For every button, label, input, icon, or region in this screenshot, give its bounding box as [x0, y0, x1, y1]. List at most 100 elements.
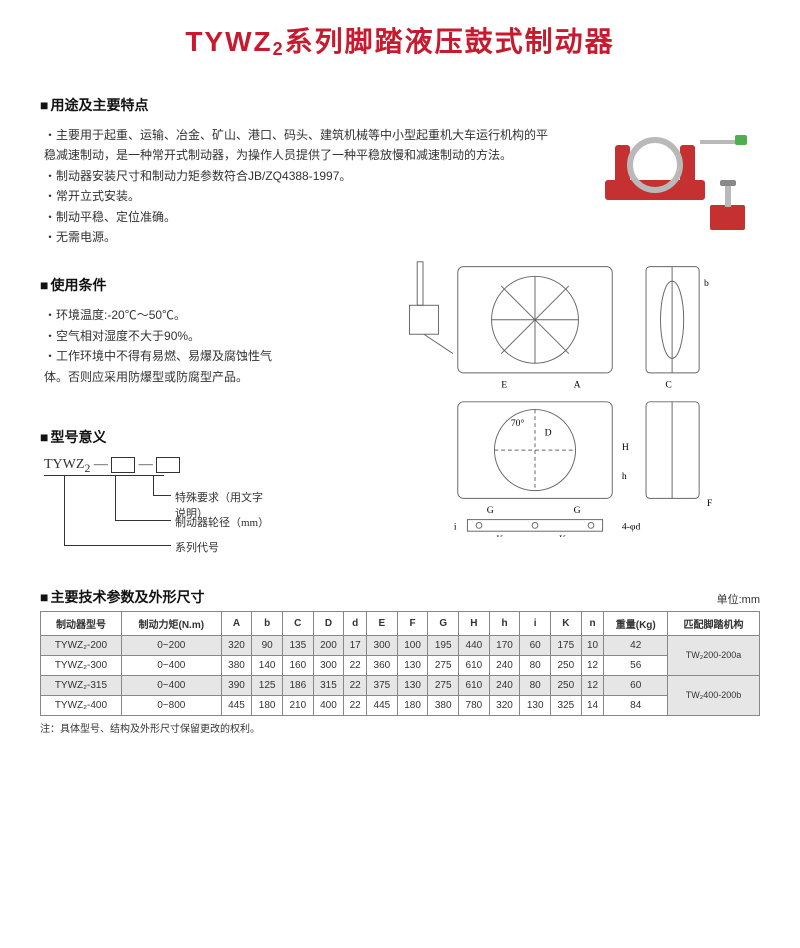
- col-G: G: [428, 611, 459, 635]
- model-box-2: [156, 457, 180, 473]
- cell: 140: [252, 655, 283, 675]
- spec-header-row: 主要技术参数及外形尺寸 单位:mm: [40, 587, 760, 607]
- cell: 80: [520, 675, 551, 695]
- cell: 22: [344, 695, 367, 715]
- col-E: E: [367, 611, 398, 635]
- table-row: TYWZ₂-3000~40038014016030022360130275610…: [41, 655, 760, 675]
- cell: 22: [344, 675, 367, 695]
- dim-C: C: [665, 380, 671, 391]
- cell: 14: [581, 695, 604, 715]
- cell: 250: [551, 655, 582, 675]
- col-A: A: [221, 611, 252, 635]
- cell: 315: [313, 675, 344, 695]
- col-h: h: [489, 611, 520, 635]
- cell: 130: [520, 695, 551, 715]
- cell: 42: [604, 635, 668, 655]
- dim-G1: G: [487, 505, 494, 516]
- cell: 17: [344, 635, 367, 655]
- dim-H: H: [622, 442, 629, 453]
- dim-hole: 4-φd: [622, 522, 641, 533]
- model-base: TYWZ: [44, 457, 84, 472]
- cell: 195: [428, 635, 459, 655]
- cell: 390: [221, 675, 252, 695]
- table-row: TYWZ₂-2000~20032090135200173001001954401…: [41, 635, 760, 655]
- dim-E: E: [501, 380, 507, 391]
- model-dash: —: [139, 457, 153, 472]
- cell: 210: [282, 695, 313, 715]
- cell: 135: [282, 635, 313, 655]
- cell: 130: [397, 675, 428, 695]
- cell: 250: [551, 675, 582, 695]
- title-suffix: 系列脚踏液压鼓式制动器: [285, 26, 615, 57]
- usage-row: 使用条件 环境温度:-20℃～50℃。 空气相对湿度不大于90%。 工作环境中不…: [40, 257, 760, 567]
- spec-table: 制动器型号 制动力矩(N.m) A b C D d E F G H h i K …: [40, 611, 760, 716]
- cell: 84: [604, 695, 668, 715]
- col-d: d: [344, 611, 367, 635]
- cell: 130: [397, 655, 428, 675]
- cell: 80: [520, 655, 551, 675]
- cell: 10: [581, 635, 604, 655]
- dim-angle: 70°: [511, 418, 525, 429]
- cell: 400: [313, 695, 344, 715]
- product-photo: [580, 125, 760, 235]
- feature-item: 常开立式安装。: [44, 186, 560, 206]
- dim-F: F: [707, 498, 713, 509]
- table-row: TYWZ₂-4000~80044518021040022445180380780…: [41, 695, 760, 715]
- col-C: C: [282, 611, 313, 635]
- cell: 380: [428, 695, 459, 715]
- cell: 380: [221, 655, 252, 675]
- cell: 325: [551, 695, 582, 715]
- cell: 240: [489, 655, 520, 675]
- cell: 22: [344, 655, 367, 675]
- cell: 320: [221, 635, 252, 655]
- section-head-specs: 主要技术参数及外形尺寸: [40, 587, 204, 607]
- spec-tbody: TYWZ₂-2000~20032090135200173001001954401…: [41, 635, 760, 715]
- col-pedal: 匹配脚踏机构: [668, 611, 760, 635]
- cell: 445: [367, 695, 398, 715]
- cell: 180: [252, 695, 283, 715]
- usage-left: 使用条件 环境温度:-20℃～50℃。 空气相对湿度不大于90%。 工作环境中不…: [40, 257, 290, 567]
- cell: 0~200: [121, 635, 221, 655]
- dim-A: A: [574, 380, 581, 391]
- dim-i: i: [454, 522, 457, 533]
- cell: 610: [459, 675, 490, 695]
- cell: 200: [313, 635, 344, 655]
- cell: 60: [604, 675, 668, 695]
- cell: 60: [520, 635, 551, 655]
- cell: 300: [313, 655, 344, 675]
- dim-b: b: [704, 278, 709, 289]
- cell: 300: [367, 635, 398, 655]
- cell: 170: [489, 635, 520, 655]
- col-K: K: [551, 611, 582, 635]
- feature-item: 主要用于起重、运输、冶金、矿山、港口、码头、建筑机械等中小型起重机大车运行机构的…: [44, 125, 560, 166]
- model-dash: —: [94, 457, 108, 472]
- col-D: D: [313, 611, 344, 635]
- cell: 160: [282, 655, 313, 675]
- cell: 440: [459, 635, 490, 655]
- section-head-model: 型号意义: [40, 427, 290, 447]
- dim-G2: G: [574, 505, 581, 516]
- section-head-usage: 使用条件: [40, 275, 290, 295]
- usage-item: 工作环境中不得有易燃、易爆及腐蚀性气体。否则应采用防爆型或防腐型产品。: [44, 346, 290, 387]
- cell: 56: [604, 655, 668, 675]
- usage-item: 空气相对湿度不大于90%。: [44, 326, 290, 346]
- page-title: TYWZ2系列脚踏液压鼓式制动器: [40, 20, 760, 60]
- cell: TW₂400-200b: [668, 675, 760, 715]
- cell: 610: [459, 655, 490, 675]
- dim-K2: K: [559, 534, 566, 537]
- cell: 0~400: [121, 675, 221, 695]
- cell: TYWZ₂-200: [41, 635, 122, 655]
- unit-label: 单位:mm: [717, 591, 760, 607]
- title-prefix: TYWZ: [185, 26, 272, 57]
- cell: 445: [221, 695, 252, 715]
- features-row: 主要用于起重、运输、冶金、矿山、港口、码头、建筑机械等中小型起重机大车运行机构的…: [40, 125, 760, 247]
- col-H: H: [459, 611, 490, 635]
- features-list: 主要用于起重、运输、冶金、矿山、港口、码头、建筑机械等中小型起重机大车运行机构的…: [40, 125, 560, 247]
- section-head-features: 用途及主要特点: [40, 95, 760, 115]
- features-text: 主要用于起重、运输、冶金、矿山、港口、码头、建筑机械等中小型起重机大车运行机构的…: [40, 125, 560, 247]
- cell: 100: [397, 635, 428, 655]
- cell: 90: [252, 635, 283, 655]
- title-sub: 2: [273, 39, 285, 59]
- cell: 320: [489, 695, 520, 715]
- cell: 175: [551, 635, 582, 655]
